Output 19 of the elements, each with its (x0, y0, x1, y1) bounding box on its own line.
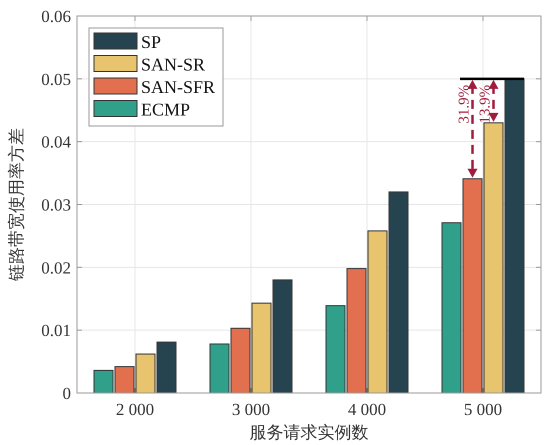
y-tick-label: 0.05 (41, 70, 71, 89)
y-tick-label: 0.06 (41, 7, 71, 26)
y-axis-title: 链路带宽使用率方差 (7, 128, 26, 282)
x-tick-label: 2 000 (116, 400, 154, 419)
annotation: 13.9% (478, 84, 494, 124)
y-tick-label: 0 (62, 384, 71, 403)
annotation: 31.9% (456, 84, 472, 124)
x-axis-title: 服务请求实例数 (250, 423, 368, 442)
y-tick-label: 0.04 (41, 132, 72, 152)
x-tick-label: 3 000 (232, 400, 270, 419)
y-tick-label: 0.03 (41, 196, 71, 214)
y-tick-label: 0.02 (41, 258, 71, 278)
y-tick-label: 0.01 (41, 321, 71, 340)
legend-label: SAN-SFR (141, 77, 216, 97)
legend-label: ECMP (141, 100, 190, 120)
legend-label: SP (141, 32, 162, 52)
x-tick-label: 4 000 (348, 400, 386, 419)
x-tick-label: 5 000 (464, 400, 502, 419)
legend-label: SAN-SR (141, 54, 206, 74)
